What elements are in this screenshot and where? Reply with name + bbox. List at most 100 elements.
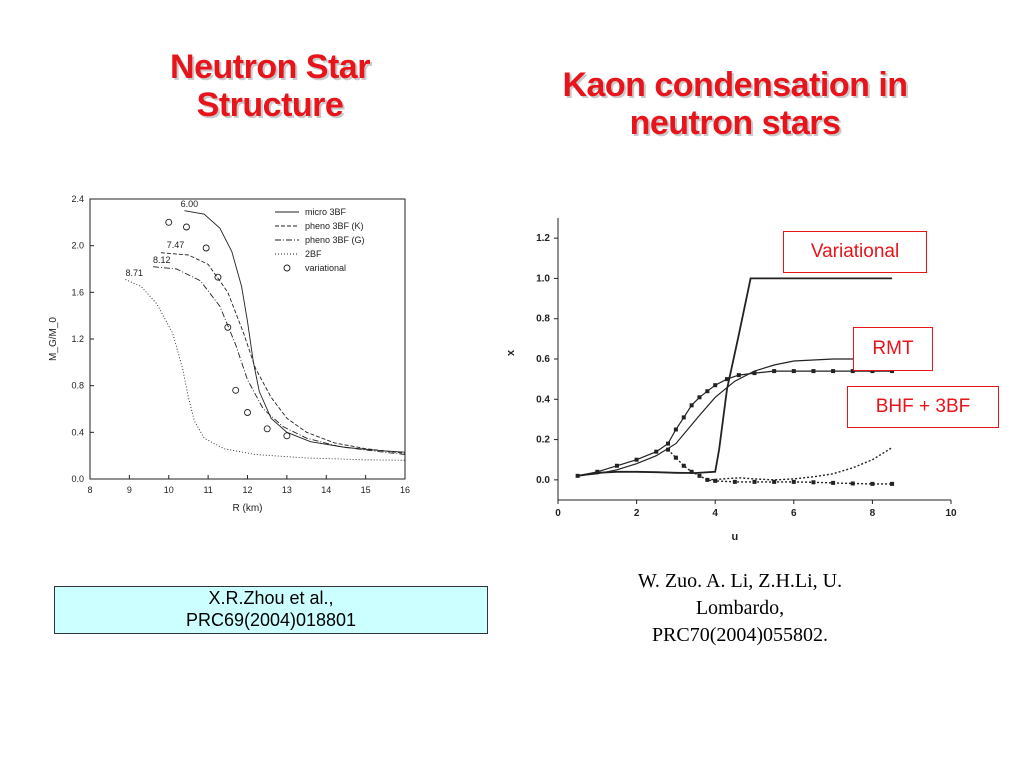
reference-right-line2: Lombardo, xyxy=(695,597,785,619)
y-tick-label: 1.6 xyxy=(71,287,84,297)
title-left-line1: Neutron Star xyxy=(170,48,370,86)
y-tick-label: 1.0 xyxy=(536,273,550,284)
x-axis-label: u xyxy=(731,531,738,543)
y-tick-label: 0.0 xyxy=(71,474,84,484)
series-line-1 xyxy=(577,277,893,477)
y-tick-label: 0.2 xyxy=(536,435,550,446)
legend-label: pheno 3BF (G) xyxy=(305,235,365,245)
data-point-square xyxy=(752,371,757,376)
y-tick-label: 1.2 xyxy=(536,233,550,244)
mass-radius-chart: 8 9 10 11 12 13 14 15 16 0.0 0.4 0.8 1.2 1.6 2.0 2.4 R (… xyxy=(48,194,410,514)
x-tick-label: 9 xyxy=(127,485,132,495)
annotation-label: 7.47 xyxy=(167,240,185,250)
data-point-variational xyxy=(202,244,210,252)
x-tick-label: 13 xyxy=(282,485,292,495)
data-point-square xyxy=(681,463,686,468)
data-point-variational xyxy=(183,223,190,231)
series-line-micro-3bf xyxy=(184,210,406,453)
reference-right-line1: W. Zuo. A. Li, Z.H.Li, U. xyxy=(637,570,843,592)
data-point-square xyxy=(666,441,671,446)
title-left-line2: Structure xyxy=(196,86,344,124)
data-point-square xyxy=(890,369,895,374)
x-tick-label: 15 xyxy=(361,485,371,495)
y-tick-label: 0.0 xyxy=(536,475,550,486)
data-point-variational xyxy=(283,432,291,440)
data-point-square xyxy=(673,427,678,432)
data-point-square xyxy=(752,479,757,484)
reference-right-line3: PRC70(2004)055802. xyxy=(651,624,829,646)
series-line-3 xyxy=(577,370,893,477)
y-tick-label: 0.4 xyxy=(536,394,550,405)
legend-box-rmt: RMT xyxy=(853,327,933,371)
legend-box-variational: Variational xyxy=(783,231,927,273)
data-point-variational xyxy=(165,218,173,226)
data-point-square xyxy=(890,481,895,486)
data-point-square xyxy=(713,478,718,483)
data-point-square xyxy=(654,449,659,454)
data-point-square xyxy=(811,480,816,485)
title-left: Neutron Star Structure xyxy=(120,48,420,124)
data-point-square xyxy=(666,447,671,452)
data-point-square xyxy=(681,415,686,420)
title-right: Kaon condensation in neutron stars xyxy=(520,66,950,142)
y-axis-label: M_G/M_0 xyxy=(48,317,59,361)
data-point-square xyxy=(713,383,718,388)
title-right-line2: neutron stars xyxy=(629,104,841,142)
data-point-square xyxy=(831,369,836,374)
reference-right: W. Zuo. A. Li, Z.H.Li, U. Lombardo, PRC7… xyxy=(560,568,920,649)
data-point-square xyxy=(831,480,836,485)
y-tick-label: 2.4 xyxy=(71,194,84,204)
data-point-square xyxy=(811,369,816,374)
y-tick-label: 0.6 xyxy=(536,354,550,365)
x-tick-label: 2 xyxy=(634,508,640,519)
y-tick-label: 0.8 xyxy=(536,314,550,325)
x-tick-label: 16 xyxy=(400,485,410,495)
data-point-square xyxy=(870,369,875,374)
data-point-square xyxy=(705,389,710,394)
y-tick-label: 0.8 xyxy=(71,381,84,391)
title-right-line1: Kaon condensation in xyxy=(562,66,908,104)
data-point-square xyxy=(736,373,741,378)
y-axis-label: x xyxy=(505,349,517,356)
data-point-square xyxy=(850,369,855,374)
data-point-variational xyxy=(214,273,222,281)
data-point-square xyxy=(791,369,796,374)
legend-label: micro 3BF xyxy=(305,207,347,217)
y-tick-label: 0.4 xyxy=(71,427,84,437)
x-tick-label: 14 xyxy=(321,485,331,495)
data-point-square xyxy=(634,457,639,462)
data-point-square xyxy=(697,473,702,478)
legend-box-bhf: BHF + 3BF xyxy=(847,386,999,428)
x-tick-label: 8 xyxy=(870,508,876,519)
x-tick-label: 10 xyxy=(945,508,957,519)
series-line-pheno-3bf-g- xyxy=(152,266,406,455)
series-line-pheno-3bf-k- xyxy=(160,252,406,454)
data-point-square xyxy=(673,455,678,460)
reference-left-line1: X.R.Zhou et al., xyxy=(208,588,334,608)
series-line-2 xyxy=(577,358,893,477)
data-point-variational xyxy=(232,386,240,394)
data-point-square xyxy=(772,369,777,374)
data-point-square xyxy=(850,481,855,486)
y-tick-label: 1.2 xyxy=(71,334,84,344)
series-line-4 xyxy=(667,449,893,485)
x-tick-label: 10 xyxy=(164,485,174,495)
legend-label: 2BF xyxy=(305,249,322,259)
annotation-label: 6.00 xyxy=(181,199,199,209)
x-tick-label: 12 xyxy=(242,485,252,495)
x-axis-label: R (km) xyxy=(233,503,263,514)
data-point-square xyxy=(689,403,694,408)
annotation-label: 8.12 xyxy=(153,255,171,265)
y-tick-label: 2.0 xyxy=(71,241,84,251)
data-point-square xyxy=(614,463,619,468)
reference-left-line2: PRC69(2004)018801 xyxy=(185,610,357,630)
series-line-2bf xyxy=(125,279,406,461)
data-point-square xyxy=(724,377,729,382)
series-line-5 xyxy=(707,447,893,481)
data-point-square xyxy=(732,479,737,484)
x-tick-label: 0 xyxy=(555,508,561,519)
data-point-square xyxy=(697,395,702,400)
legend-marker xyxy=(283,264,291,272)
data-point-square xyxy=(575,473,580,478)
data-point-variational xyxy=(244,409,251,416)
